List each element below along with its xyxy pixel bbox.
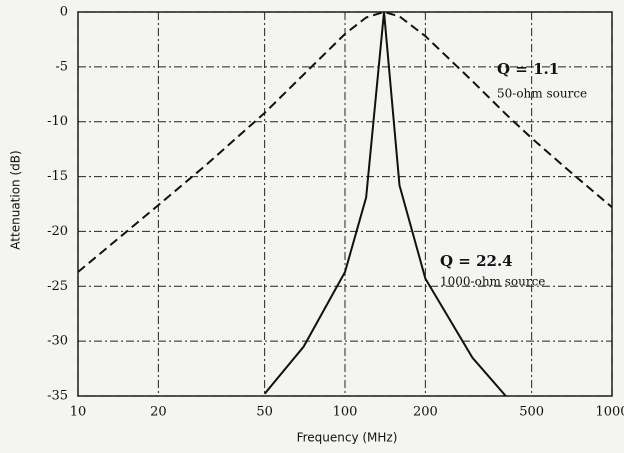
x-tick-label: 500 [519, 405, 544, 420]
y-tick-label: -15 [47, 169, 68, 184]
x-tick-label: 200 [413, 405, 438, 420]
y-tick-label: -10 [47, 114, 68, 129]
series-label: Q = 1.1 [497, 60, 559, 78]
x-tick-label: 10 [70, 405, 87, 420]
x-axis-label: Frequency (MHz) [297, 431, 398, 445]
x-tick-label: 20 [150, 405, 167, 420]
annotation: 50-ohm source [497, 87, 587, 101]
series-line [263, 11, 507, 397]
y-axis-label: Attenuation (dB) [9, 150, 23, 249]
x-tick-label: 100 [333, 405, 358, 420]
y-tick-label: -25 [47, 279, 68, 294]
y-tick-label: 0 [60, 5, 68, 20]
y-tick-label: -5 [55, 59, 68, 74]
x-tick-label: 50 [256, 405, 273, 420]
y-tick-label: -30 [47, 334, 68, 349]
y-tick-label: -35 [47, 389, 68, 404]
series-label: Q = 22.4 [440, 252, 513, 270]
x-tick-label: 1000 [595, 405, 624, 420]
annotation: 1000-ohm source [440, 275, 545, 289]
y-tick-label: -20 [47, 224, 68, 239]
